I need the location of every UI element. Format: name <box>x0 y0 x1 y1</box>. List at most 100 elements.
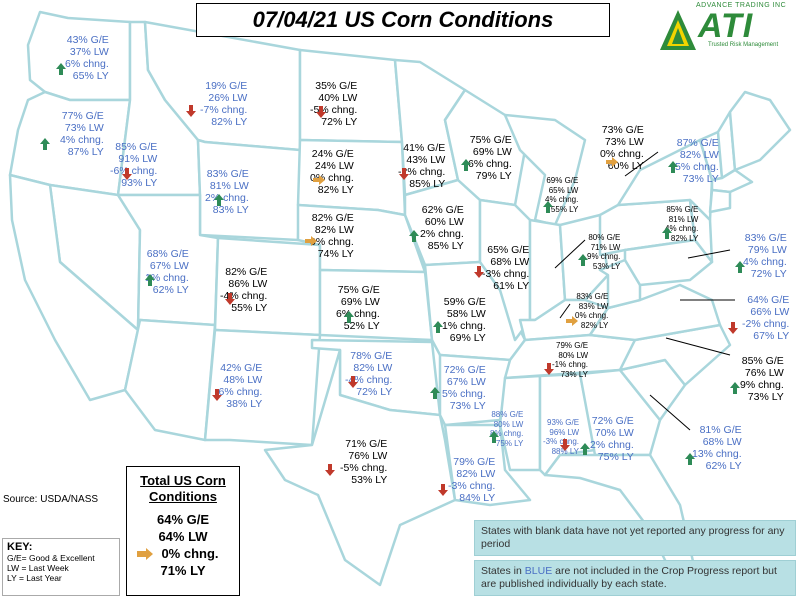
state-ut-line: 67% LW <box>149 260 189 272</box>
state-label-il: 65% G/E 68% LW -3% chng. 61% LY <box>482 244 529 292</box>
state-tx-line: 76% LW <box>348 450 388 462</box>
state-ga <box>578 368 662 457</box>
state-mn-line: 41% G/E <box>403 142 446 154</box>
trend-down-arrow-icon <box>728 321 738 334</box>
state-id-line: 93% LY <box>121 177 158 189</box>
note-blue-prefix: States in <box>481 565 525 577</box>
state-nd-line: 40% LW <box>318 92 358 104</box>
state-ny-line: 85% G/E <box>666 205 699 214</box>
state-ok-line: 82% LW <box>353 362 393 374</box>
trend-down-arrow-icon <box>316 105 326 118</box>
state-pa-line: 72% LY <box>750 268 787 280</box>
state-label-ut: 68% G/E 67% LW 1% chng. 62% LY <box>145 248 189 296</box>
state-ct <box>708 188 732 214</box>
state-ky-line: 83% G/E <box>576 292 609 301</box>
state-wi-line: 79% LY <box>475 170 512 182</box>
state-label-or: 77% G/E 73% LW 4% chng. 87% LY <box>60 110 104 158</box>
state-mn-line: -2% chng. <box>398 166 446 178</box>
state-ia-line: 60% LW <box>424 216 464 228</box>
state-tx-line: 71% G/E <box>345 438 388 450</box>
state-tx-line: -5% chng. <box>340 462 388 474</box>
state-id-line: 91% LW <box>118 153 158 165</box>
key-box: KEY: G/E= Good & Excellent LW = Last Wee… <box>2 538 120 596</box>
state-label-ne: 82% G/E 82% LW 0% chng. 74% LY <box>310 212 354 260</box>
state-label-ok: 78% G/E 82% LW -4% chng. 72% LY <box>345 350 392 398</box>
state-label-ga: 72% G/E 70% LW 2% chng. 75% LY <box>590 415 634 463</box>
state-mn-line: 43% LW <box>406 154 446 166</box>
state-ia-line: 2% chng. <box>420 228 464 240</box>
state-ks-line: 52% LY <box>343 320 380 332</box>
state-ms-line: 75% LY <box>495 438 524 448</box>
state-md-line: 66% LW <box>750 306 790 318</box>
state-sc-line: 81% G/E <box>699 424 742 436</box>
state-ks-line: 6% chng. <box>336 308 380 320</box>
state-label-ms: 88% G/E 80% LW 8% chng. 75% LY <box>490 410 523 448</box>
state-al-line: -3% chng. <box>543 437 580 446</box>
state-in-line: 4% chng. <box>545 195 579 204</box>
state-vt-line: 87% G/E <box>676 137 719 149</box>
state-pa-line: 83% G/E <box>744 232 787 244</box>
state-label-ks: 75% G/E 69% LW 6% chng. 52% LY <box>336 284 380 332</box>
state-in-line: 69% G/E <box>546 176 579 185</box>
trend-up-arrow-icon <box>543 200 553 213</box>
state-co-line: 86% LW <box>228 278 268 290</box>
trend-up-arrow-icon <box>668 160 678 173</box>
state-az <box>123 318 217 442</box>
trend-up-arrow-icon <box>430 386 440 399</box>
state-md-line: -2% chng. <box>742 318 790 330</box>
state-ny-line: 82% LY <box>670 233 699 243</box>
state-or-line: 87% LY <box>67 146 104 158</box>
state-ky-line: 82% LY <box>580 320 609 330</box>
state-co-line: 55% LY <box>231 302 268 314</box>
state-ga-line: 70% LW <box>594 427 634 439</box>
title-box: 07/04/21 US Corn Conditions <box>196 3 610 37</box>
state-md-line: 64% G/E <box>747 294 790 306</box>
trend-up-arrow-icon <box>662 226 672 239</box>
state-wi-line: 6% chng. <box>468 158 512 170</box>
note-blue-highlight: BLUE <box>524 565 553 577</box>
state-wi-line: 75% G/E <box>469 134 512 146</box>
state-al-line: 93% G/E <box>547 418 580 427</box>
state-tn-line: 80% LW <box>558 350 589 360</box>
state-mi-line: 73% G/E <box>601 124 644 136</box>
state-oh-line: 53% LY <box>592 261 621 271</box>
state-nc-line: 76% LW <box>744 367 784 379</box>
total-ge: 64% G/E <box>156 512 210 527</box>
state-label-ia: 62% G/E 60% LW 2% chng. 85% LY <box>420 204 464 252</box>
state-co-line: 82% G/E <box>225 266 268 278</box>
state-wa-line: 37% LW <box>69 46 109 58</box>
state-ar-line: 5% chng. <box>442 388 486 400</box>
state-label-wi: 75% G/E 69% LW 6% chng. 79% LY <box>468 134 512 182</box>
state-tx <box>263 348 457 587</box>
state-or-line: 4% chng. <box>60 134 104 146</box>
total-ly: 71% LY <box>160 563 206 578</box>
total-title-line1: Total US Corn <box>140 473 226 488</box>
state-ar-line: 72% G/E <box>443 364 486 376</box>
state-label-ny: 85% G/E 81% LW 4% chng. 82% LY <box>665 205 698 243</box>
state-ar <box>438 353 512 427</box>
state-in-line: 65% LW <box>548 185 579 195</box>
state-label-al: 93% G/E 96% LW -3% chng. 88% LY <box>543 418 579 456</box>
state-ks-line: 75% G/E <box>337 284 380 296</box>
state-oh-line: 71% LW <box>590 242 621 252</box>
state-mo-line: 69% LY <box>449 332 486 344</box>
ati-logo: ADVANCE TRADING INC ATI Trusted Risk Man… <box>656 2 798 52</box>
state-ms-line: 80% LW <box>493 419 524 429</box>
state-mt-line: 19% G/E <box>205 80 248 92</box>
trend-up-arrow-icon <box>145 273 155 286</box>
state-mo-line: 1% chng. <box>442 320 486 332</box>
logo-name: ATI <box>698 7 754 45</box>
state-label-nc: 85% G/E 76% LW 9% chng. 73% LY <box>740 355 784 403</box>
state-tn-line: 79% G/E <box>556 341 589 350</box>
state-ut-line: 1% chng. <box>145 272 189 284</box>
state-il-line: 65% G/E <box>487 244 530 256</box>
state-ca <box>8 173 140 402</box>
trend-up-arrow-icon <box>578 253 588 266</box>
state-label-tn: 79% G/E 80% LW -1% chng. 73% LY <box>552 341 588 379</box>
state-mt-line: -7% chng. <box>200 104 248 116</box>
state-oh-line: 80% G/E <box>588 233 621 242</box>
total-title-line2: Conditions <box>149 489 217 504</box>
note-blank-data-text: States with blank data have not yet repo… <box>481 525 785 550</box>
state-tn-line: -1% chng. <box>552 360 589 369</box>
